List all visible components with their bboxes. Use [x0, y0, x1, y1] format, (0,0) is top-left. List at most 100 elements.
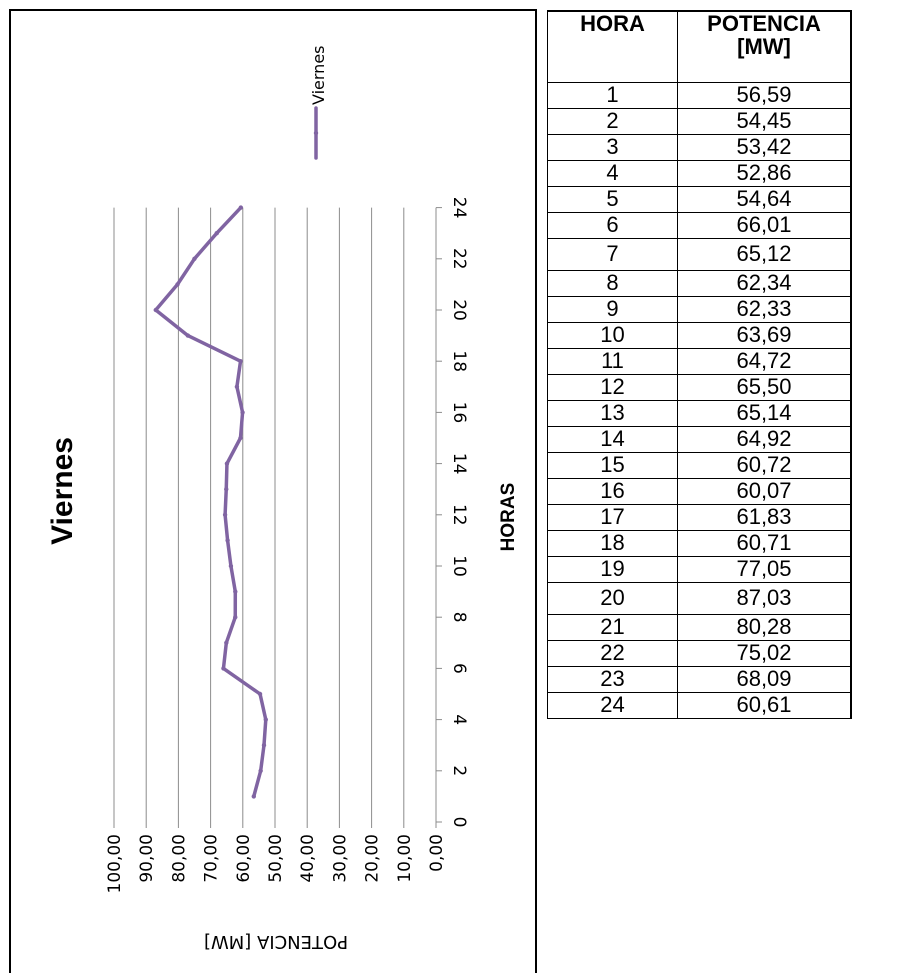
cell-hora: 21 [547, 613, 678, 641]
cell-potencia: 65,14 [677, 399, 852, 427]
table-row: 17 61,83 [547, 503, 852, 531]
cell-potencia: 64,72 [677, 347, 852, 375]
cell-hora: 13 [547, 399, 678, 427]
legend-label: Viernes [309, 46, 328, 106]
table-row: 8 62,34 [547, 269, 852, 297]
data-point [258, 768, 263, 773]
cell-potencia: 54,45 [677, 107, 852, 135]
header-potencia: POTENCIA [MW] [677, 10, 852, 83]
data-point [238, 359, 243, 364]
cell-hora: 19 [547, 555, 678, 583]
y-tick-label: 50,00 [266, 834, 286, 883]
x-tick-label: 24 [449, 197, 469, 219]
data-point [233, 589, 238, 594]
cell-hora: 12 [547, 373, 678, 401]
table-row: 18 60,71 [547, 529, 852, 557]
data-point [185, 333, 191, 338]
y-tick-label: 60,00 [234, 834, 254, 883]
table-row: 21 80,28 [547, 613, 852, 641]
cell-hora: 9 [547, 295, 678, 323]
data-point [263, 717, 268, 722]
y-tick-label: 40,00 [298, 834, 318, 883]
cell-potencia: 87,03 [677, 581, 852, 615]
y-tick-label: 20,00 [363, 834, 383, 883]
cell-potencia: 60,61 [677, 691, 852, 719]
cell-potencia: 62,33 [677, 295, 852, 323]
cell-hora: 18 [547, 529, 678, 557]
cell-potencia: 52,86 [677, 159, 852, 187]
cell-potencia: 62,34 [677, 269, 852, 297]
table-row: 13 65,14 [547, 399, 852, 427]
cell-potencia: 75,02 [677, 639, 852, 667]
table-row: 19 77,05 [547, 555, 852, 583]
table-row: 4 52,86 [547, 159, 852, 187]
cell-hora: 1 [547, 81, 678, 109]
cell-hora: 8 [547, 269, 678, 297]
cell-potencia: 65,50 [677, 373, 852, 401]
cell-potencia: 66,01 [677, 211, 852, 239]
y-tick-label: 70,00 [202, 834, 222, 883]
table-row: 3 53,42 [547, 133, 852, 161]
series-line-viernes [154, 205, 268, 799]
data-point [225, 538, 230, 543]
data-point [240, 410, 245, 415]
y-tick-label: 100,00 [105, 834, 125, 893]
cell-hora: 4 [547, 159, 678, 187]
x-tick-label: 10 [449, 555, 469, 577]
cell-hora: 5 [547, 185, 678, 213]
data-point [224, 461, 230, 466]
cell-hora: 7 [547, 237, 678, 271]
y-tick-label: 0,00 [427, 834, 447, 872]
data-point [175, 282, 180, 287]
table-row: 10 63,69 [547, 321, 852, 349]
table-row: 12 65,50 [547, 373, 852, 401]
table-row: 14 64,92 [547, 425, 852, 453]
x-axis-title: HORAS [498, 483, 519, 552]
x-tick-label: 22 [449, 248, 469, 270]
x-tick-label: 14 [449, 453, 469, 475]
data-point [251, 794, 256, 799]
data-point [192, 256, 197, 261]
x-tick-label: 20 [449, 299, 469, 321]
chart-frame [9, 9, 537, 973]
table-row: 20 87,03 [547, 581, 852, 615]
cell-potencia: 60,07 [677, 477, 852, 505]
table-row: 1 56,59 [547, 81, 852, 109]
data-point [238, 205, 244, 210]
table-row: 11 64,72 [547, 347, 852, 375]
cell-potencia: 68,09 [677, 665, 852, 693]
table-row: 15 60,72 [547, 451, 852, 479]
cell-potencia: 64,92 [677, 425, 852, 453]
cell-potencia: 56,59 [677, 81, 852, 109]
table-row: 6 66,01 [547, 211, 852, 239]
cell-hora: 14 [547, 425, 678, 453]
cell-hora: 3 [547, 133, 678, 161]
header-hora: HORA [547, 10, 678, 83]
data-point [228, 563, 234, 569]
table-row: 9 62,33 [547, 295, 852, 323]
data-table: HORA POTENCIA [MW] 1 56,59 2 54,45 3 53,42 4 52… [547, 10, 852, 719]
data-point [224, 640, 229, 645]
data-point [222, 512, 228, 517]
table-row: 24 60,61 [547, 691, 852, 719]
cell-hora: 17 [547, 503, 678, 531]
cell-potencia: 60,72 [677, 451, 852, 479]
cell-potencia: 53,42 [677, 133, 852, 161]
table-row: 7 65,12 [547, 237, 852, 271]
cell-potencia: 65,12 [677, 237, 852, 271]
data-point [261, 743, 267, 748]
y-tick-label: 90,00 [137, 834, 157, 883]
cell-hora: 6 [547, 211, 678, 239]
cell-hora: 16 [547, 477, 678, 505]
table-header-row: HORA POTENCIA [MW] [547, 10, 852, 83]
data-point [224, 487, 229, 492]
cell-potencia: 63,69 [677, 321, 852, 349]
cell-hora: 23 [547, 665, 678, 693]
x-tick-label: 6 [449, 663, 469, 674]
legend-marker [313, 130, 319, 136]
table-row: 2 54,45 [547, 107, 852, 135]
cell-potencia: 54,64 [677, 185, 852, 213]
table-row: 22 75,02 [547, 639, 852, 667]
table-row: 23 68,09 [547, 665, 852, 693]
cell-potencia: 61,83 [677, 503, 852, 531]
